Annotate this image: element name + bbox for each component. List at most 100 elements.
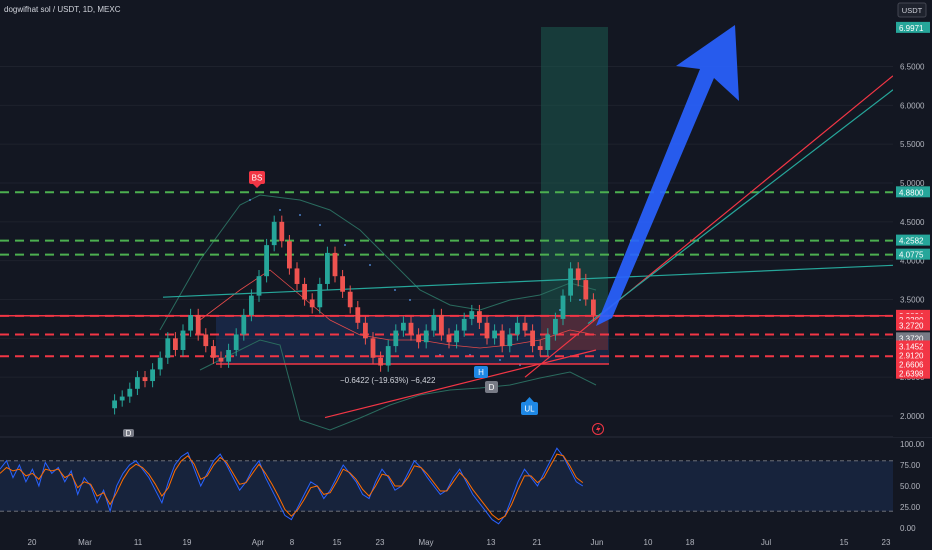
candle-body [256, 276, 262, 296]
candle-body [287, 241, 292, 269]
time-tick-label: 11 [134, 538, 143, 547]
price-tag [896, 234, 930, 246]
oscillator-tick-label: 100.00 [900, 440, 925, 449]
candle-body [142, 377, 148, 382]
time-tick-label: 23 [882, 538, 891, 547]
symbol-title: dogwifhat sol / USDT, 1D, MEXC [4, 5, 121, 14]
candle-body [165, 338, 171, 358]
sar-dot [409, 299, 411, 301]
candle-body [545, 334, 551, 350]
price-tag [896, 340, 930, 352]
price-tick-label: 4.5000 [900, 218, 925, 227]
price-tick-label: 6.0000 [900, 101, 925, 110]
price-tick-label: 2.0000 [900, 412, 925, 421]
price-tag-label: 3.1452 [899, 342, 924, 351]
candle-body [499, 330, 505, 347]
candle-body [431, 315, 437, 331]
sar-dot [394, 289, 396, 291]
candle-body [233, 334, 239, 350]
ul-marker-pointer [525, 397, 534, 402]
candle-body [355, 307, 361, 323]
chart-grid [0, 65, 932, 438]
h-marker-label: H [478, 368, 484, 377]
candle-body [408, 322, 414, 335]
price-tag-label: 4.2582 [899, 237, 924, 246]
sar-dot [579, 299, 581, 301]
price-tag-label: 3.2720 [899, 322, 924, 331]
candle-body [340, 276, 345, 292]
sar-dot [559, 309, 561, 311]
ul-marker [521, 402, 538, 415]
candle-body [553, 318, 558, 335]
time-tick-label: 21 [533, 538, 542, 547]
candle-body [583, 280, 589, 300]
steep-resistance-line [587, 89, 894, 325]
price-tick-label: 5.0000 [900, 179, 925, 188]
time-tick-label: 20 [28, 538, 37, 547]
long-position-box [541, 27, 608, 350]
price-tag-label: 6.9971 [899, 24, 924, 33]
d-marker [485, 381, 498, 393]
time-tick-label: 15 [840, 538, 849, 547]
candle-body [591, 299, 596, 316]
time-tick-label: 10 [644, 538, 653, 547]
measure-label: −0.6422 (−19.63%) −6,422 [340, 376, 436, 385]
sar-dot [299, 214, 301, 216]
candle-body [241, 315, 247, 335]
time-tick-label: 15 [333, 538, 342, 547]
price-tag [896, 248, 930, 260]
bs-marker [249, 171, 265, 184]
bs-marker-label: BS [252, 174, 263, 183]
currency-button[interactable]: USDT [897, 2, 927, 18]
candle-body [211, 346, 216, 358]
projection-arrow[interactable] [596, 25, 739, 326]
price-tick-label: 4.0000 [900, 257, 925, 266]
h-marker [474, 366, 488, 378]
price-tick-label: 3.5000 [900, 295, 925, 304]
candle-body [279, 221, 285, 242]
time-tick-label: 18 [686, 538, 695, 547]
oscillator-tick-label: 50.00 [900, 482, 921, 491]
price-tag [896, 358, 930, 370]
candle-body [157, 357, 163, 370]
candle-body [325, 252, 330, 284]
price-axis[interactable]: 6.5000 6.0000 5.5000 5.0000 4.5000 4.0000 3.50… [893, 0, 932, 437]
candle-body [401, 322, 406, 331]
candle-body [378, 357, 383, 366]
candle-body [439, 315, 444, 335]
time-tick-label: Apr [252, 538, 265, 547]
candlesticks [112, 215, 596, 415]
price-tag-label: 2.6606 [899, 360, 924, 369]
candle-body [264, 245, 269, 277]
d-marker-label: D [126, 429, 132, 438]
horizontal-levels [0, 191, 893, 365]
bollinger-bands [159, 194, 597, 431]
candle-body [393, 330, 399, 347]
candle-body [522, 322, 528, 331]
time-tick-label: May [418, 538, 433, 547]
candle-body [454, 330, 459, 343]
upper-channel-line [162, 264, 894, 298]
oscillator-pane [0, 447, 893, 525]
price-tick-label: 6.5000 [900, 62, 925, 71]
candle-body [150, 369, 155, 382]
time-axis[interactable]: 20 Mar 11 19 Apr 8 15 23 May 13 21 Jun 10 18 Jul 15 23 [28, 538, 891, 547]
price-tick-label: 5.5000 [900, 140, 925, 149]
time-tick-label: Jul [761, 538, 771, 547]
price-tag-label: 4.0775 [899, 251, 924, 260]
price-tag-label: 2.6398 [899, 370, 924, 379]
candle-body [127, 388, 133, 397]
candle-body [195, 315, 201, 335]
price-tag [896, 313, 930, 325]
bollinger-upper [159, 194, 597, 331]
candle-body [173, 338, 178, 350]
price-tag [896, 21, 930, 33]
rising-support-line [324, 349, 597, 419]
candle-body [112, 400, 117, 409]
lightning-icon[interactable] [592, 423, 604, 435]
candle-body [568, 268, 573, 296]
oscillator-tick-label: 25.00 [900, 503, 921, 512]
candle-body [370, 338, 376, 358]
